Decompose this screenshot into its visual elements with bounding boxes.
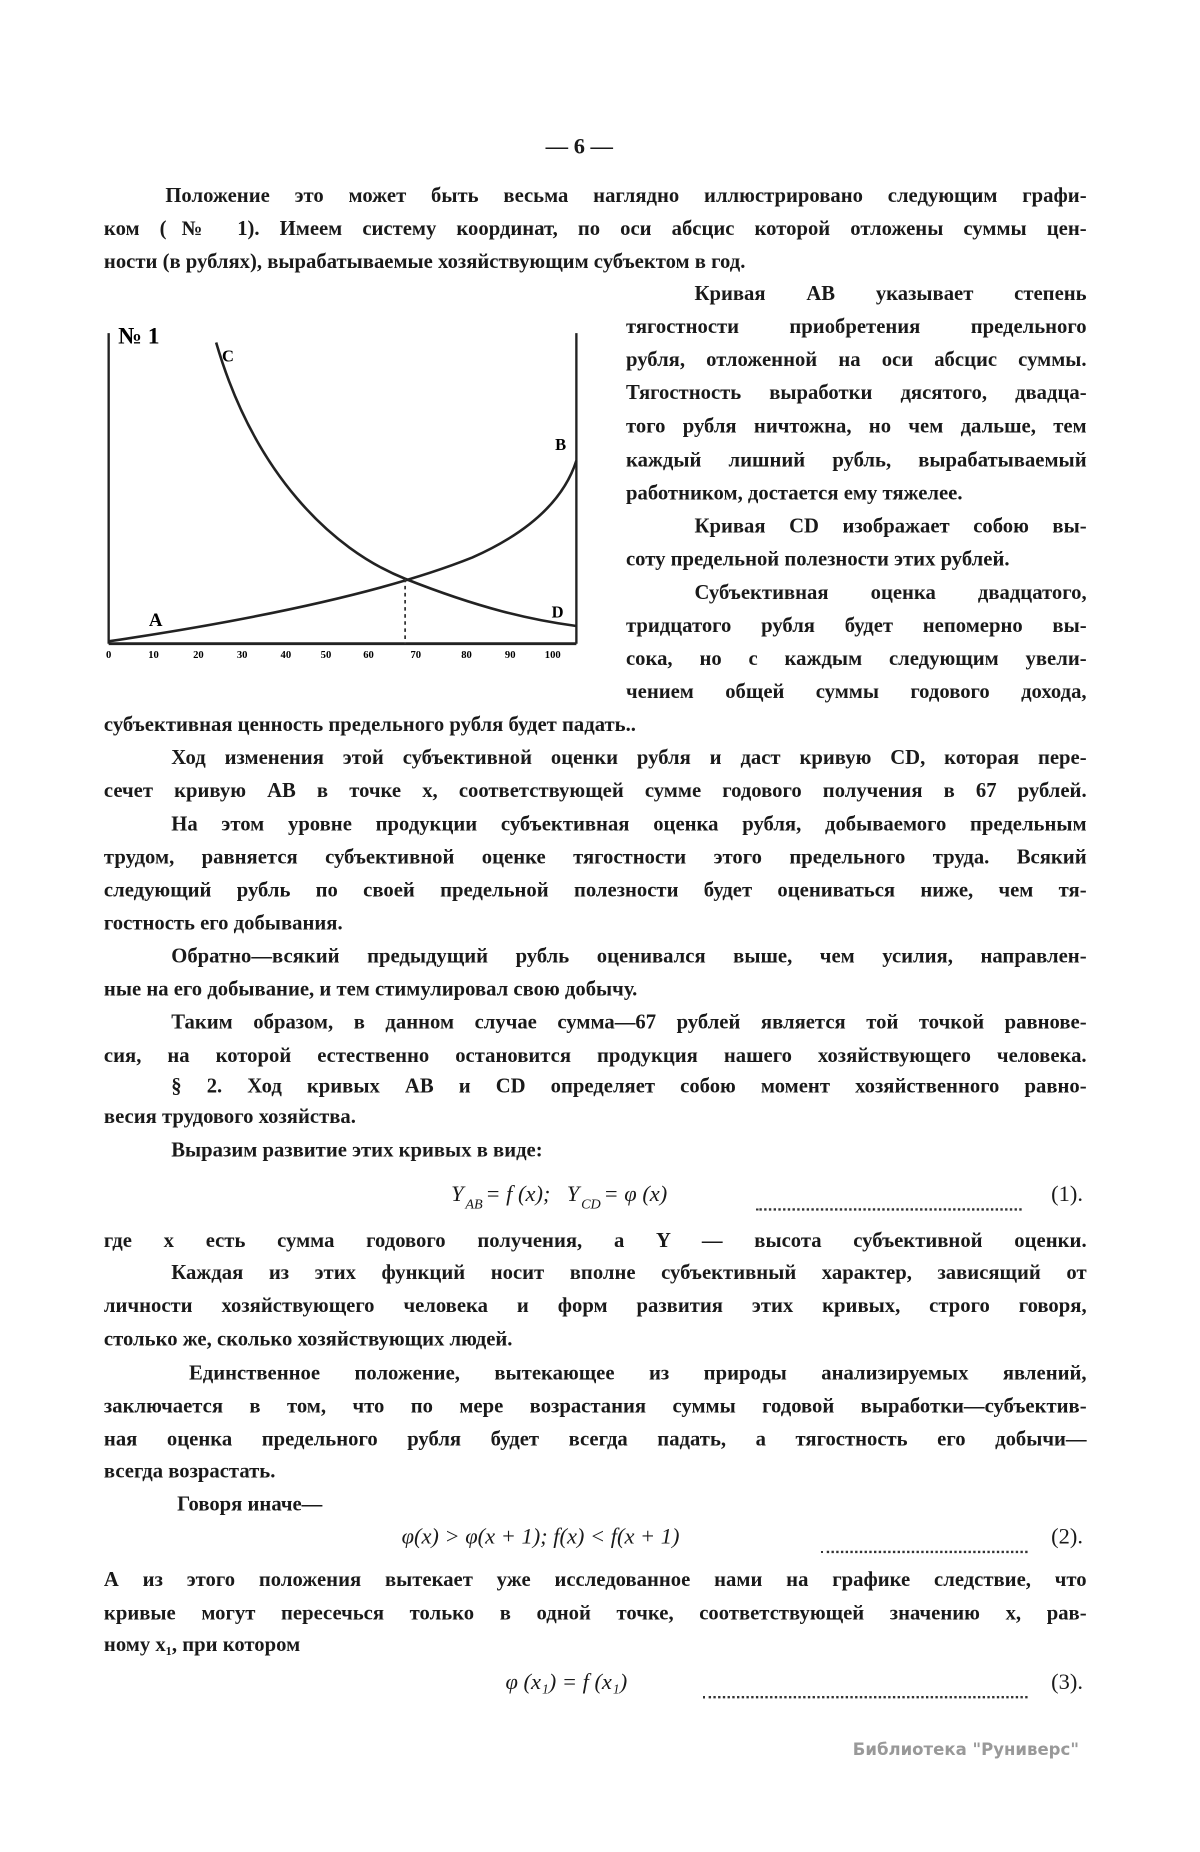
axis-tick-label: 70 [410, 650, 421, 661]
text-line: Кривая AB указывает степень [694, 281, 1087, 305]
axis-tick-label: 90 [505, 650, 516, 661]
text-line: Обратно—всякий предыдущий рубль оценивал… [171, 943, 1087, 968]
text-line: § 2. Ход кривых AB и CD определяет собою… [171, 1073, 1087, 1098]
formula-subscript: CD [581, 1195, 601, 1212]
text-line: ная оценка предельного рубля будет всегд… [103, 1426, 1087, 1451]
text-line: кривые могут пересечься только в одной т… [103, 1600, 1087, 1625]
leader-dots [702, 1696, 1028, 1699]
watermark: Библиотека "Руниверс" [852, 1740, 1079, 1760]
text-line: сечет кривую AB в точке x, соответствующ… [103, 778, 1087, 802]
text-line: заключается в том, что по мере возрастан… [103, 1393, 1087, 1418]
text-line: Говоря иначе— [177, 1491, 323, 1516]
text-line: ности (в рублях), вырабатываемые хозяйст… [103, 249, 746, 273]
text-line: Таким образом, в данном случае сумма—67 … [171, 1009, 1087, 1034]
text-line: Положение это может быть весьма наглядно… [165, 183, 1087, 207]
formula-symbol: Y [566, 1182, 580, 1208]
axis-tick-label: 0 [106, 650, 111, 661]
text-line: того рубля ничтожна, но чем дальше, тем [625, 413, 1087, 438]
axis-tick-label: 80 [461, 650, 472, 661]
axis-tick-label: 30 [237, 650, 248, 661]
curve-label: B [555, 435, 566, 454]
text-line: сока, но с каждым следующим увели- [625, 646, 1087, 670]
text-line: ные на его добывание, и тем стимулировал… [103, 976, 638, 1001]
text-line: рубля, отложенной на оси абсцис суммы. [625, 347, 1087, 372]
text-line: Кривая CD изображает собою вы- [694, 513, 1087, 538]
curve-cd [214, 342, 577, 628]
text-line: ком (№ 1). Имеем систему координат, по о… [103, 216, 1087, 240]
text-line: чением общей суммы годового дохода, [625, 679, 1087, 703]
page-number: — 6 — [545, 134, 613, 160]
curve-label: A [149, 610, 163, 631]
formula-number: (1). [1051, 1182, 1083, 1208]
leader-dots [755, 1208, 1022, 1211]
text-line: Каждая из этих функций носит вполне субъ… [171, 1260, 1087, 1284]
text-line: сия, на которой естественно остановится … [103, 1042, 1087, 1067]
text-line: весия трудового хозяйства. [103, 1104, 356, 1128]
text-line: гостность его добывания. [103, 910, 343, 935]
text-line: личности хозяйствующего человека и форм … [103, 1293, 1087, 1317]
text-line: На этом уровне продукции субъективная оц… [171, 811, 1087, 836]
curve-label: D [552, 603, 564, 622]
curve-ab [108, 460, 578, 643]
figure-labels: № 1 C B A D [118, 324, 566, 631]
text-line: А из этого положения вытекает уже исслед… [103, 1567, 1087, 1591]
leader-dots [820, 1550, 1028, 1554]
figure: № 1 C B A D 0 10 20 30 40 50 60 70 80 90 100 [106, 324, 578, 661]
text-line: трудом, равняется субъективной оценке тя… [103, 844, 1087, 869]
axis-tick-label: 50 [321, 650, 332, 661]
axis-tick-label: 100 [545, 650, 561, 661]
text-line: работником, достается ему тяжелее. [625, 480, 963, 504]
axis-tick-label: 60 [363, 650, 374, 661]
formula-rhs: = f (x); [485, 1182, 551, 1208]
text-line: где x есть сумма годового получения, а Y… [103, 1228, 1087, 1252]
axis-tick-label: 40 [281, 650, 292, 661]
text-line: следующий рубль по своей предельной поле… [103, 877, 1087, 902]
text-line: субъективная ценность предельного рубля … [103, 712, 636, 736]
formula-symbol: Y [451, 1182, 464, 1208]
text-line: тягостности приобретения предельного [625, 314, 1087, 338]
text-line: Тягостность выработки дясятого, двадца- [625, 380, 1087, 405]
text-line: тридцатого рубля будет непомерно вы- [625, 612, 1087, 637]
text-line: Единственное положение, вытекающее из пр… [188, 1360, 1087, 1385]
text-line: всегда возрастать. [103, 1458, 276, 1483]
curve-label: C [222, 346, 234, 365]
formula-number: (2). [1051, 1524, 1083, 1550]
text-line: Ход изменения этой субъективной оценки р… [171, 745, 1087, 769]
text-line: каждый лишний рубль, вырабатываемый [625, 447, 1087, 471]
figure-label: № 1 [118, 324, 159, 350]
text-line: ному x₁, при котором [103, 1632, 301, 1656]
text-line: соту предельной полезности этих рублей. [625, 546, 1010, 571]
text-line: столько же, сколько хозяйствующих людей. [103, 1326, 513, 1350]
text-line: Выразим развитие этих кривых в виде: [171, 1137, 543, 1162]
text-line: Субъективная оценка двадцатого, [694, 579, 1087, 604]
formula-number: (3). [1051, 1670, 1083, 1695]
formula-subscript: AB [465, 1195, 483, 1212]
formula: φ(x) > φ(x + 1); f(x) < f(x + 1) [401, 1524, 680, 1550]
axis-tick-label: 10 [148, 650, 159, 661]
formula-rhs: = φ (x) [603, 1182, 668, 1208]
axis-tick-label: 20 [193, 650, 204, 661]
formula: φ (x₁) = f (x₁) [505, 1670, 628, 1695]
